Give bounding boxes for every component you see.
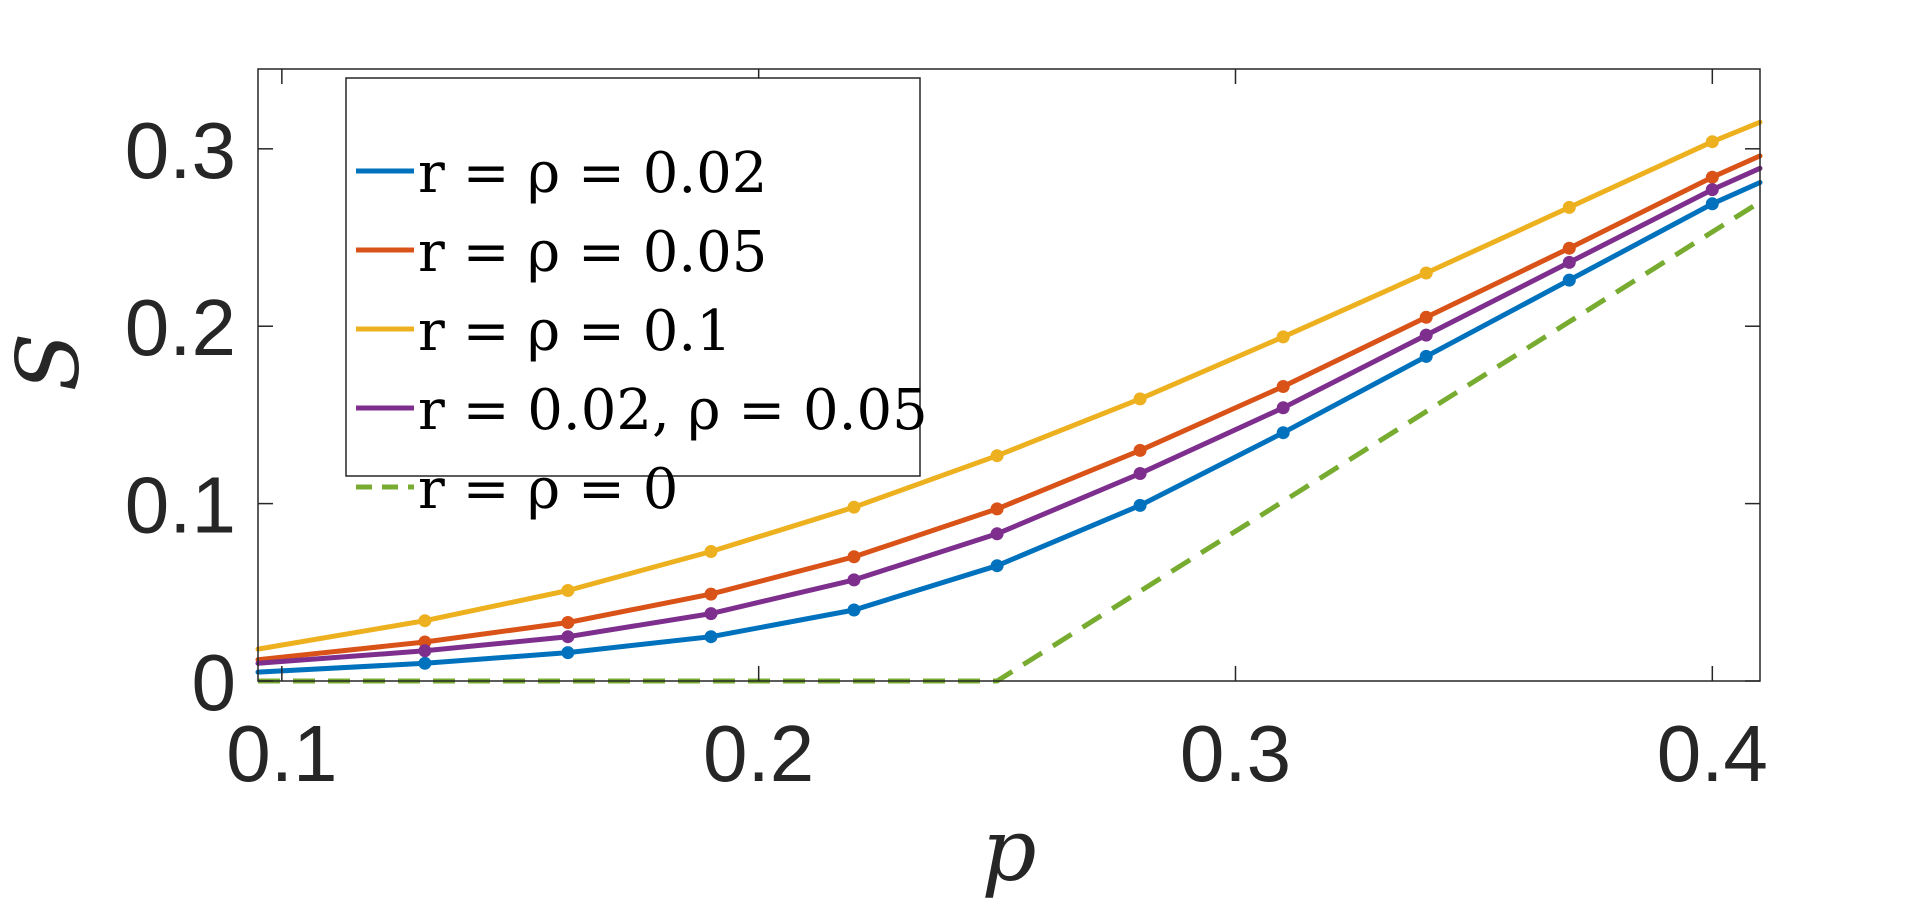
legend-label-1: r = ρ = 0.02 (418, 141, 767, 206)
data-point (1419, 266, 1433, 280)
y-tick-label: 0 (192, 638, 237, 727)
legend-label-2: r = ρ = 0.05 (418, 220, 767, 285)
data-point (1562, 241, 1576, 255)
x-tick-label: 0.4 (1657, 709, 1768, 798)
data-point (704, 630, 718, 644)
data-point (1705, 183, 1719, 197)
data-point (1419, 349, 1433, 363)
data-point (1562, 255, 1576, 269)
legend: r = ρ = 0.02 r = ρ = 0.05 r = ρ = 0.1 r = 0… (345, 77, 928, 522)
data-point (1705, 135, 1719, 149)
legend-label-5: r = ρ = 0 (418, 457, 678, 522)
data-point (1419, 310, 1433, 324)
legend-label-4: r = 0.02, ρ = 0.05 (418, 378, 928, 443)
data-point (418, 644, 432, 658)
data-point (1705, 170, 1719, 184)
plot-frame (257, 68, 1761, 682)
data-point (1133, 392, 1147, 406)
series-line-4 (255, 165, 1763, 666)
data-point (1133, 467, 1147, 480)
x-tick-label: 0.3 (1180, 709, 1291, 798)
y-axis-label: S (0, 333, 99, 392)
data-point (1276, 426, 1290, 440)
data-point (1419, 328, 1433, 342)
data-point (990, 559, 1004, 573)
data-point (561, 630, 575, 644)
ticks-layer: 0.1 0.2 0.3 0.400.10.20.3 (125, 69, 1768, 798)
data-point (1133, 443, 1147, 457)
data-point (990, 527, 1004, 541)
data-point (847, 500, 861, 514)
series-layer (255, 119, 1763, 684)
y-tick-label: 0.1 (125, 461, 236, 550)
data-point (1562, 273, 1576, 287)
series-line-3 (255, 119, 1763, 652)
data-point (847, 573, 861, 587)
data-point (1276, 330, 1290, 344)
data-point (561, 584, 575, 597)
series-line-1 (255, 180, 1763, 675)
series-line-2 (255, 153, 1763, 663)
data-point (847, 603, 861, 617)
data-point (704, 545, 718, 558)
data-point (704, 607, 718, 621)
x-tick-label: 0.1 (226, 709, 337, 798)
data-point (418, 656, 432, 670)
data-point (1562, 200, 1576, 214)
data-point (1276, 401, 1290, 415)
data-point (847, 550, 861, 564)
y-tick-label: 0.3 (125, 106, 236, 195)
data-point (990, 449, 1004, 463)
x-axis-label: p (981, 801, 1036, 901)
data-point (1276, 380, 1290, 393)
legend-box (345, 77, 921, 477)
data-point (1133, 498, 1147, 512)
data-point (561, 646, 575, 660)
data-point (418, 614, 432, 628)
data-point (561, 616, 575, 629)
data-point (704, 587, 718, 601)
legend-label-3: r = ρ = 0.1 (418, 299, 732, 364)
data-point (1705, 197, 1719, 211)
data-point (990, 502, 1004, 516)
x-tick-label: 0.2 (703, 709, 814, 798)
y-tick-label: 0.2 (125, 283, 236, 372)
